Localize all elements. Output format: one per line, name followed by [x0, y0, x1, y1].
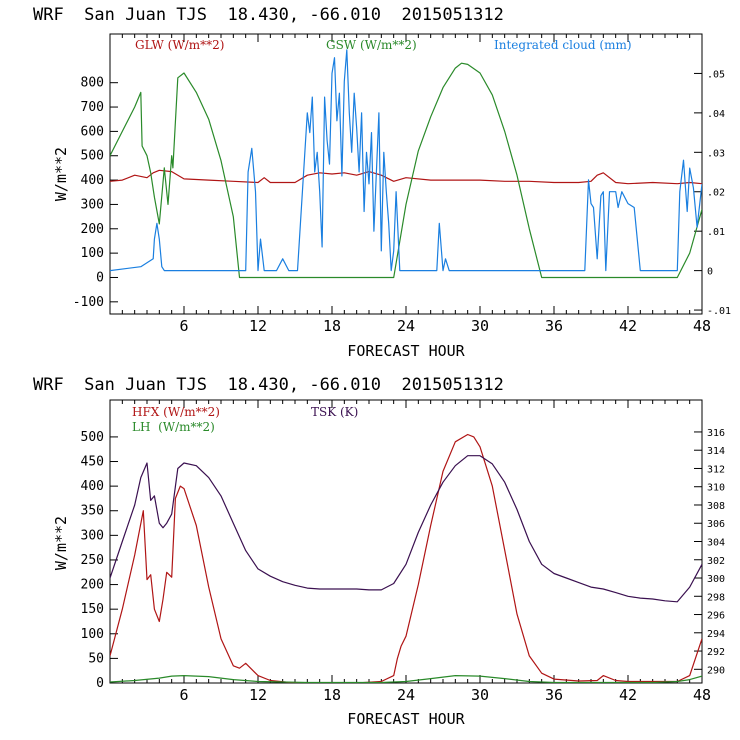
chart2-y2tick-label: 296 [707, 611, 725, 622]
chart1-title: WRF San Juan TJS 18.430, -66.010 2015051… [33, 5, 504, 25]
chart2-y2tick-label: 298 [707, 592, 725, 603]
chart2-y2tick-label: 314 [707, 446, 725, 457]
chart1-legend-cloud: Integrated cloud (mm) [494, 38, 632, 52]
chart2-ytick-label: 350 [81, 504, 104, 519]
chart1-ytick-label: 700 [81, 100, 104, 115]
chart1-xtick-label: 30 [471, 317, 489, 335]
chart1-legend-glw: GLW (W/m**2) [135, 38, 224, 52]
chart1-ytick-label: 500 [81, 149, 104, 164]
chart1-xlabel: FORECAST HOUR [347, 342, 465, 360]
chart2-ytick-label: 150 [81, 602, 104, 617]
chart1-xtick-label: 24 [397, 317, 415, 335]
chart2-ytick-label: 50 [88, 651, 104, 666]
chart2-legend-tsk: TSK (K) [311, 405, 358, 419]
chart2-y2tick-label: 312 [707, 464, 725, 475]
chart1-y2tick-label: .01 [707, 227, 725, 238]
chart1-y2tick-label: .04 [707, 109, 725, 120]
chart1-ytick-label: 100 [81, 246, 104, 261]
chart-radiation-cloud: WRF San Juan TJS 18.430, -66.010 2015051… [33, 5, 731, 360]
chart2-series-hfx [110, 433, 702, 683]
chart2-legend-lh: LH (W/m**2) [132, 420, 215, 434]
chart2-y2tick-label: 310 [707, 483, 725, 494]
chart2-axes: 6 12 18 24 30 36 42 48 0 50 100 150 200 250 300 350 400 4… [81, 400, 725, 704]
chart1-ytick-label: 200 [81, 222, 104, 237]
chart-fluxes-skin-temp: WRF San Juan TJS 18.430, -66.010 2015051… [33, 375, 725, 728]
chart1-ytick-label: 0 [96, 270, 104, 285]
chart1-ytick-label: 400 [81, 173, 104, 188]
chart2-ytick-label: 100 [81, 627, 104, 642]
chart1-ytick-label: -100 [73, 295, 104, 310]
chart1-series-gsw [110, 62, 702, 279]
chart2-y2tick-label: 290 [707, 665, 725, 676]
chart2-y2tick-label: 294 [707, 629, 725, 640]
chart2-xtick-label: 42 [619, 686, 637, 704]
chart2-legend-hfx: HFX (W/m**2) [132, 405, 220, 419]
chart2-xtick-label: 12 [249, 686, 267, 704]
chart2-y2tick-label: 308 [707, 501, 725, 512]
chart2-ytick-label: 450 [81, 455, 104, 470]
chart2-xlabel: FORECAST HOUR [347, 710, 465, 728]
chart1-ytick-label: 300 [81, 197, 104, 212]
chart1-xtick-label: 6 [179, 317, 188, 335]
chart2-ytick-label: 500 [81, 430, 104, 445]
chart2-xtick-label: 24 [397, 686, 415, 704]
chart1-y2tick-label: .02 [707, 188, 725, 199]
chart2-y2tick-label: 306 [707, 519, 725, 530]
chart2-ytick-label: 0 [96, 676, 104, 691]
chart1-y2tick-label: 0 [707, 267, 713, 278]
chart1-axes: 6 12 18 24 30 36 42 48 -100 0 100 200 300 400 500 600 70… [73, 34, 731, 335]
chart2-series [110, 433, 702, 683]
chart1-legend-gsw: GSW (W/m**2) [326, 38, 417, 52]
chart1-ytick-label: 600 [81, 124, 104, 139]
chart2-y2tick-label: 302 [707, 556, 725, 567]
chart1-xtick-label: 48 [693, 317, 711, 335]
chart1-y2tick-label: -.01 [707, 306, 731, 317]
chart1-xtick-label: 18 [323, 317, 341, 335]
chart1-series-cloud [110, 49, 702, 272]
chart2-title: WRF San Juan TJS 18.430, -66.010 2015051… [33, 375, 504, 395]
chart2-xtick-label: 6 [179, 686, 188, 704]
chart2-ytick-label: 400 [81, 479, 104, 494]
chart1-ylabel: W/m**2 [52, 147, 70, 201]
chart1-xtick-label: 36 [545, 317, 563, 335]
chart2-xtick-label: 18 [323, 686, 341, 704]
chart2-y2tick-label: 316 [707, 428, 725, 439]
chart2-y2tick-label: 304 [707, 538, 725, 549]
chart1-ytick-label: 800 [81, 76, 104, 91]
chart2-ytick-label: 200 [81, 578, 104, 593]
chart2-series-tsk [110, 455, 702, 603]
chart2-series-lh [110, 674, 702, 683]
chart2-ytick-label: 300 [81, 528, 104, 543]
chart1-xtick-label: 42 [619, 317, 637, 335]
chart2-ytick-label: 250 [81, 553, 104, 568]
chart2-y2tick-label: 292 [707, 647, 725, 658]
chart1-y2tick-label: .05 [707, 69, 725, 80]
chart2-xtick-label: 36 [545, 686, 563, 704]
chart1-y2tick-label: .03 [707, 148, 725, 159]
chart1-series [110, 49, 702, 279]
chart2-xtick-label: 30 [471, 686, 489, 704]
chart2-xtick-label: 48 [693, 686, 711, 704]
chart2-y2tick-label: 300 [707, 574, 725, 585]
chart1-xtick-label: 12 [249, 317, 267, 335]
chart2-ylabel: W/m**2 [52, 516, 70, 570]
